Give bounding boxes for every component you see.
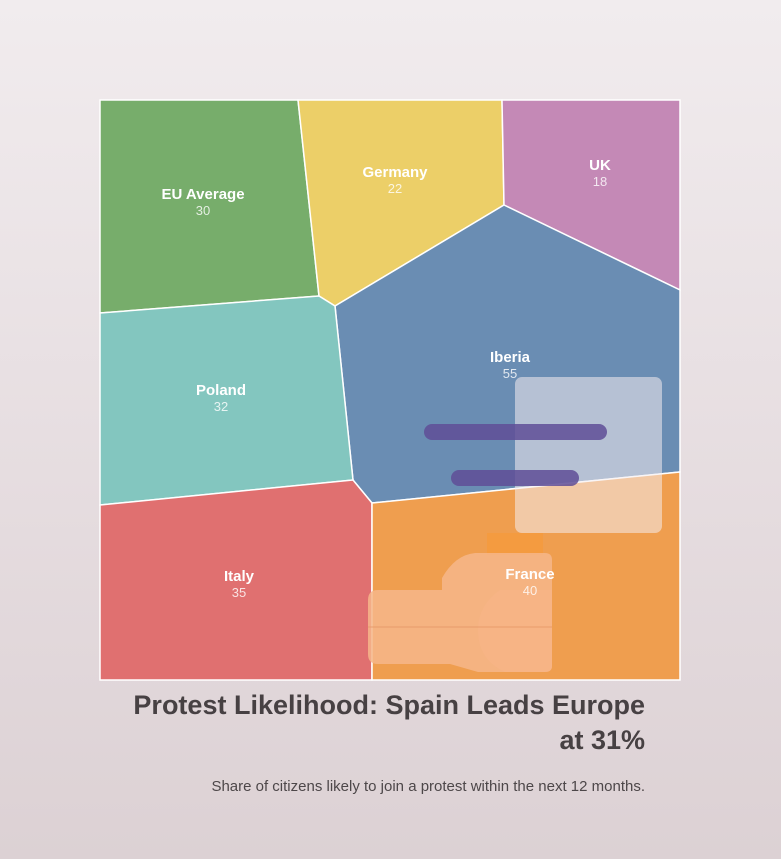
cell-value-iberia: 55 xyxy=(503,366,517,381)
chart-title: Protest Likelihood: Spain Leads Europe a… xyxy=(133,690,645,755)
chart-subtitle: Share of citizens likely to join a prote… xyxy=(211,778,645,795)
cell-label-germany: Germany xyxy=(362,164,428,181)
cell-label-france: France xyxy=(505,566,554,583)
raised-fist-with-banner-icon xyxy=(368,377,662,672)
cell-value-france: 40 xyxy=(523,583,537,598)
cell-value-eu-average: 30 xyxy=(196,203,210,218)
cell-value-italy: 35 xyxy=(232,585,246,600)
cell-label-iberia: Iberia xyxy=(490,349,531,366)
cell-value-uk: 18 xyxy=(593,174,607,189)
cell-value-poland: 32 xyxy=(214,399,228,414)
cell-label-poland: Poland xyxy=(196,382,246,399)
cell-label-italy: Italy xyxy=(224,568,255,585)
cell-poland xyxy=(99,295,354,506)
cell-label-eu-average: EU Average xyxy=(161,186,244,203)
cell-label-uk: UK xyxy=(589,157,611,174)
cell-value-germany: 22 xyxy=(388,181,402,196)
labels-group: EU Average30Germany22UK18Iberia55Poland3… xyxy=(161,157,611,600)
